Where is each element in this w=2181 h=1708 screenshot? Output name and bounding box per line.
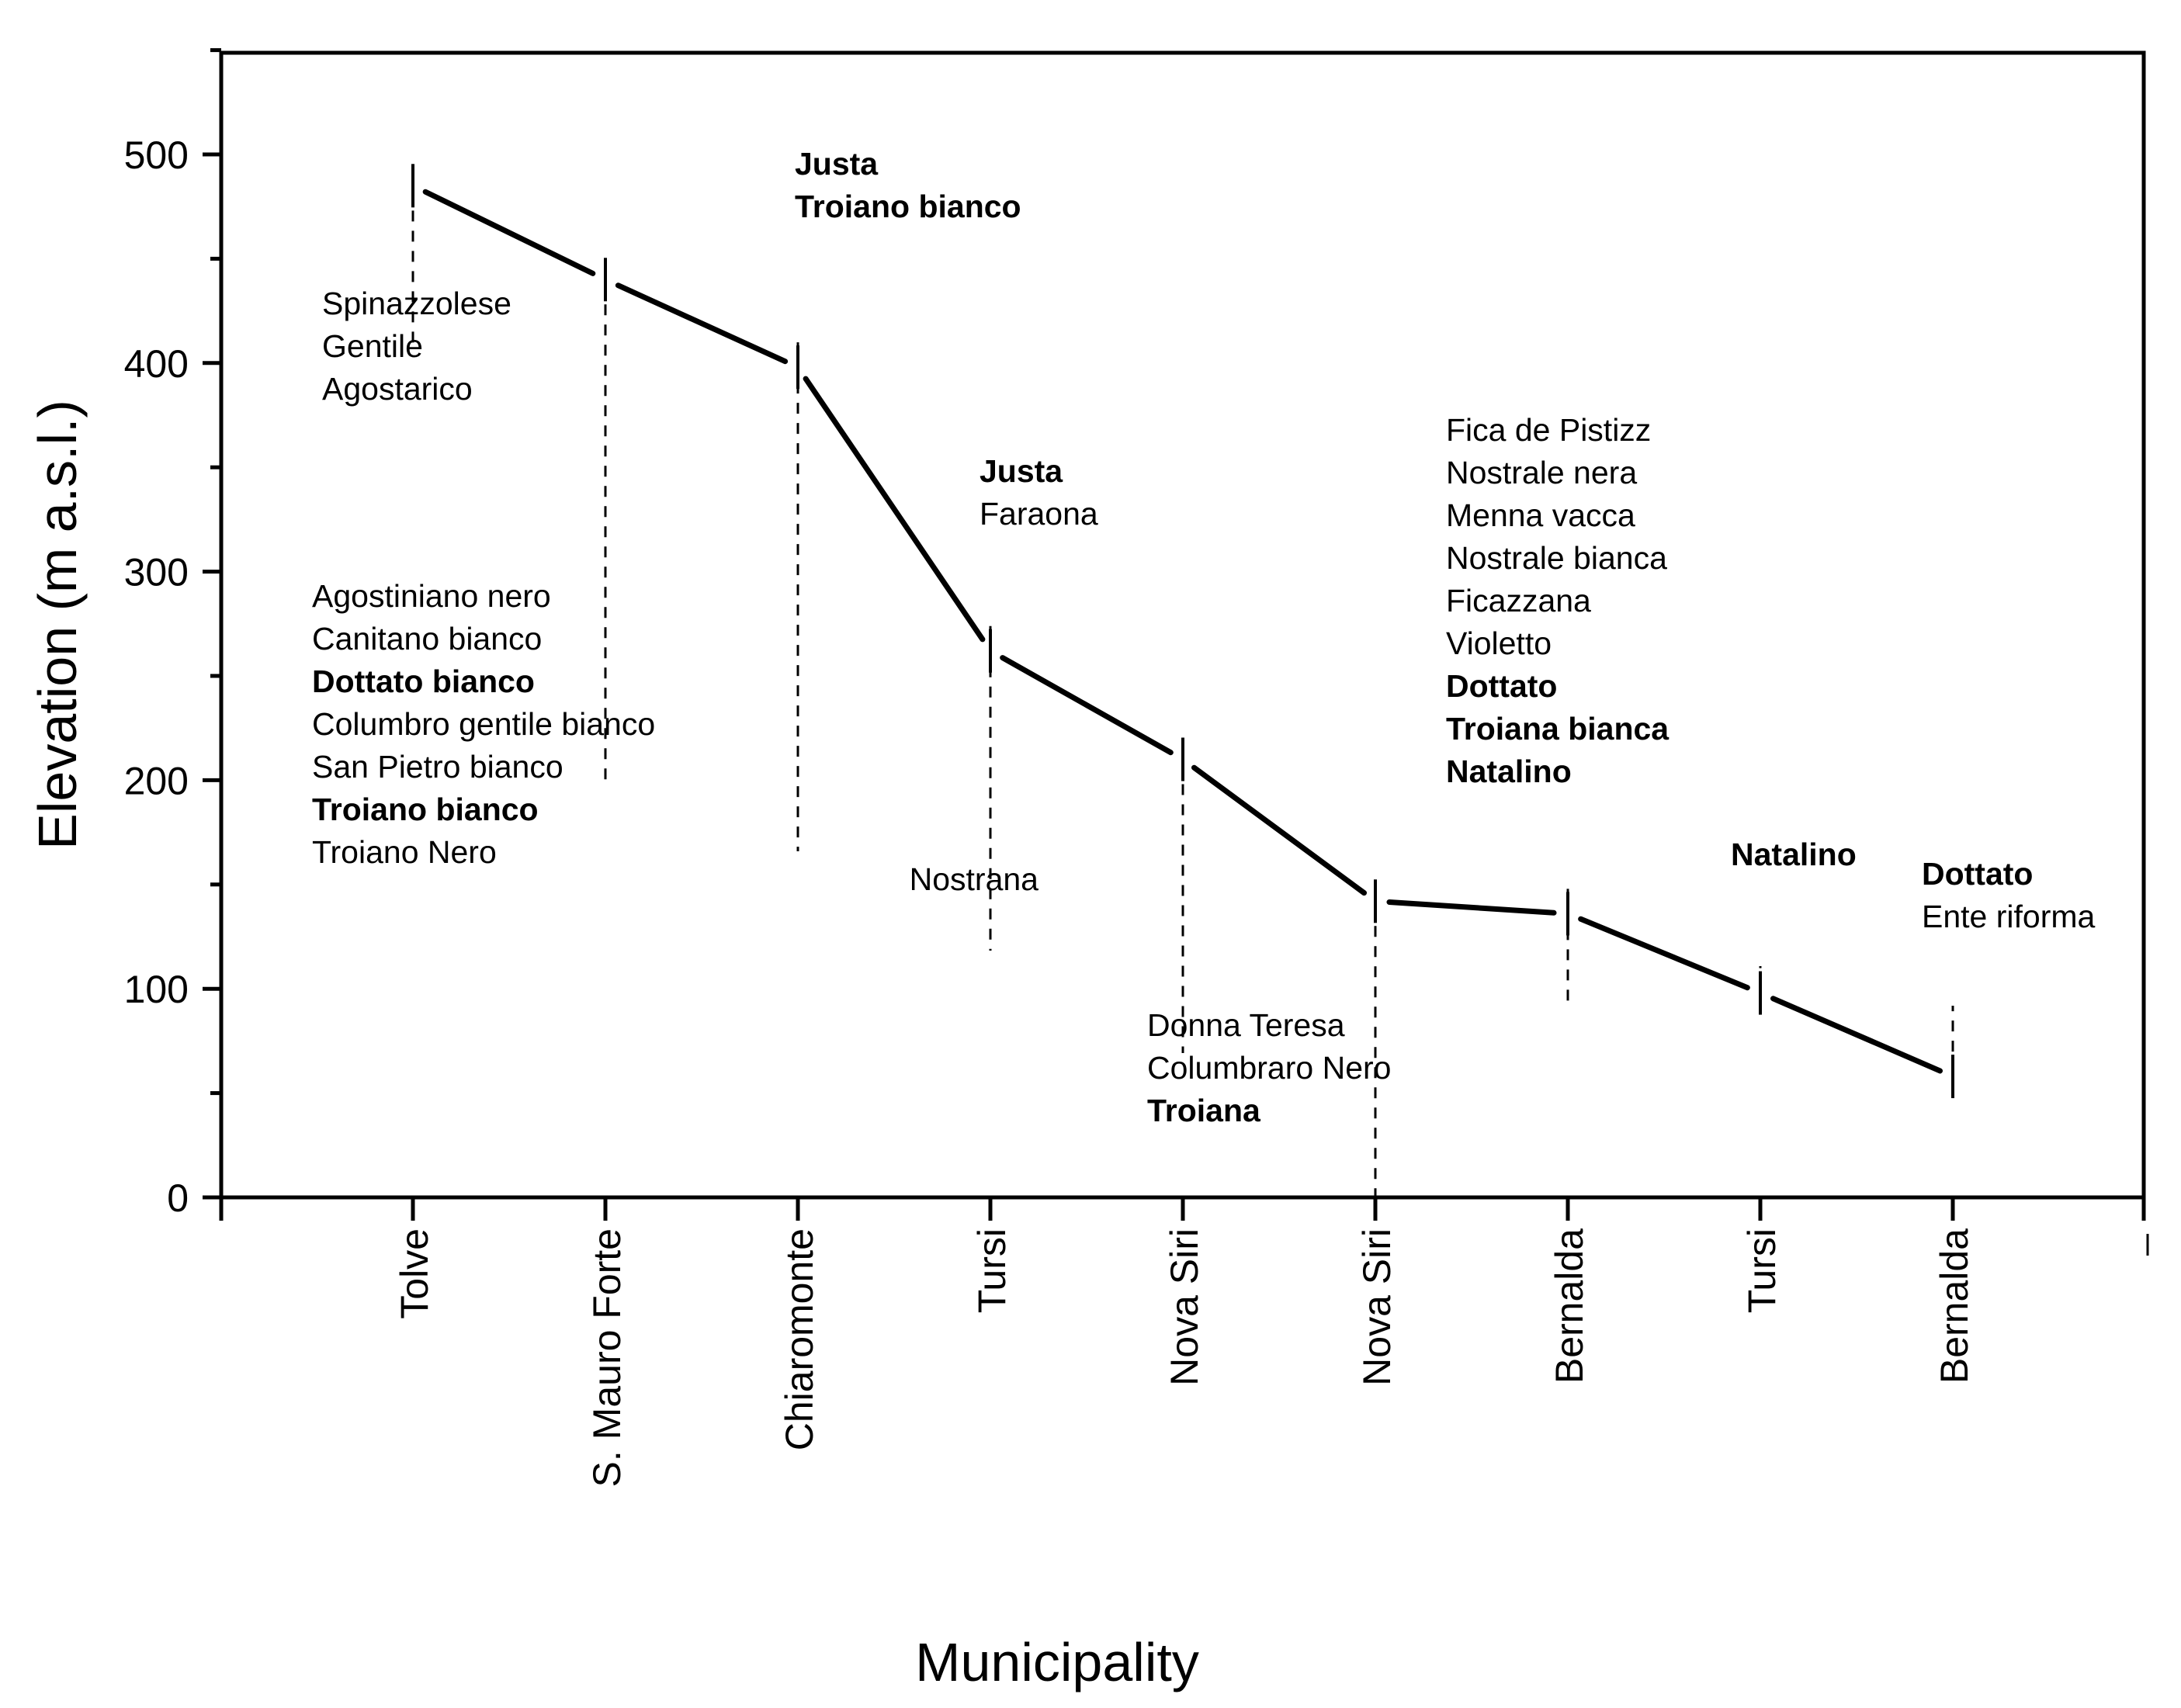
- series-segment: [1578, 916, 1750, 991]
- y-tick-label: 200: [124, 759, 189, 802]
- series-segment: [1000, 655, 1174, 756]
- annotation-block: Nostrana: [910, 861, 1039, 897]
- annotation-line: Troiana bianca: [1446, 711, 1670, 747]
- annotation-line: Nostrale bianca: [1446, 540, 1667, 576]
- annotation-line: Troiano bianco: [312, 792, 539, 827]
- annotation-line: Donna Teresa: [1147, 1007, 1345, 1043]
- x-tick-label: Bernalda: [1933, 1228, 1976, 1384]
- series-segment: [803, 376, 986, 643]
- y-axis-title: Elevation (m a.s.l.): [27, 400, 88, 850]
- series-segment: [1191, 764, 1368, 896]
- annotation-line: San Pietro bianco: [312, 749, 563, 785]
- annotation-line: Nostrale nera: [1446, 455, 1637, 490]
- annotation-line: Violetto: [1446, 625, 1552, 661]
- annotation-block: Justa Faraona: [980, 453, 1098, 532]
- x-tick-label: S. Mauro Forte: [585, 1228, 629, 1487]
- annotation-block: Justa Troiano bianco: [795, 146, 1021, 224]
- annotation-block: Donna Teresa Columbraro Nero Troiana: [1147, 1007, 1391, 1128]
- x-tick-label: Tursi: [1740, 1228, 1784, 1313]
- x-axis: Tolve S. Mauro Forte Chiaromonte Tursi Nova …: [219, 1197, 2149, 1487]
- annotation-line: Natalino: [1731, 837, 1857, 872]
- series-segment: [1770, 996, 1943, 1074]
- variety-annotations: Spinazzolese Gentile Agostarico Agostiniano…: [312, 146, 2095, 1212]
- y-tick-label: 500: [124, 133, 189, 177]
- annotation-line: Spinazzolese: [322, 286, 511, 321]
- y-axis: 0 100 200 300 400 500: [124, 48, 221, 1220]
- annotation-line: Gentile: [322, 328, 423, 364]
- y-tick-label: 300: [124, 551, 189, 594]
- annotation-block: Fica de Pistizz Nostrale nera Menna vacca N…: [1446, 412, 1670, 789]
- series-lines: [422, 189, 1943, 1074]
- annotation-line: Menna vacca: [1446, 497, 1635, 533]
- x-tick-label: Tursi: [970, 1228, 1014, 1313]
- annotation-block: Dottato Ente riforma: [1922, 856, 2095, 934]
- annotation-line: Troiana: [1147, 1093, 1261, 1128]
- x-tick-label: Nova Siri: [1163, 1228, 1206, 1386]
- annotation-line: Troiano Nero: [312, 834, 497, 870]
- annotation-line: Dottato: [1922, 856, 2033, 892]
- annotation-line: Columbraro Nero: [1147, 1050, 1391, 1086]
- annotation-line: Nostrana: [910, 861, 1039, 897]
- x-tick-label: Tolve: [393, 1228, 436, 1319]
- annotation-line: Troiano bianco: [795, 189, 1021, 224]
- annotation-line: Columbro gentile bianco: [312, 706, 655, 742]
- annotation-line: Natalino: [1446, 754, 1572, 789]
- y-tick-label: 100: [124, 968, 189, 1011]
- series-segment: [422, 189, 596, 276]
- value-markers: [411, 164, 1954, 1099]
- annotation-line: Canitano bianco: [312, 621, 542, 657]
- x-tick-label: Bernalda: [1548, 1228, 1591, 1384]
- x-tick-label: Nova Siri: [1355, 1228, 1399, 1386]
- annotation-line: Agostarico: [322, 371, 473, 407]
- y-tick-label: 0: [167, 1176, 189, 1220]
- annotation-block: Agostiniano nero Canitano bianco Dottato b…: [312, 578, 655, 870]
- annotation-line: Dottato: [1446, 668, 1557, 704]
- x-axis-title: Municipality: [915, 1632, 1199, 1692]
- annotation-block: Spinazzolese Gentile Agostarico: [322, 286, 511, 407]
- annotation-line: Ente riforma: [1922, 899, 2095, 934]
- annotation-line: Faraona: [980, 496, 1098, 532]
- x-tick-label: Chiaromonte: [778, 1228, 821, 1450]
- y-tick-label: 400: [124, 342, 189, 386]
- annotation-line: Ficazzana: [1446, 583, 1591, 618]
- series-segment: [615, 282, 789, 365]
- annotation-line: Justa: [795, 146, 879, 182]
- annotation-line: Fica de Pistizz: [1446, 412, 1651, 448]
- annotation-line: Dottato bianco: [312, 663, 535, 699]
- annotation-block: Natalino: [1731, 837, 1857, 872]
- series-segment: [1386, 899, 1557, 916]
- annotation-line: Justa: [980, 453, 1063, 489]
- annotation-line: Agostiniano nero: [312, 578, 551, 614]
